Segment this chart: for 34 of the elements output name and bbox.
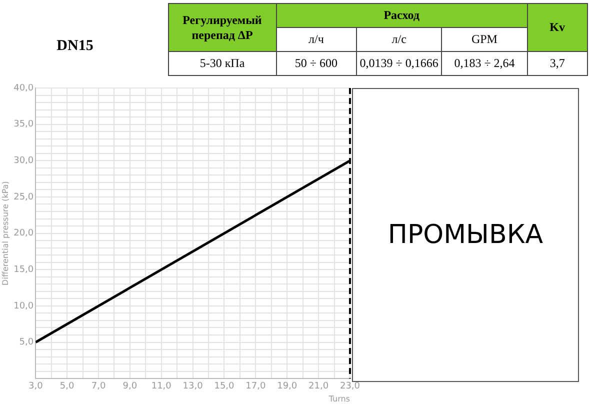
x-axis-title: Turns xyxy=(328,394,350,404)
text: ПРОМЫВКА xyxy=(352,88,579,382)
chart-title: DN15 xyxy=(56,38,94,55)
x-tick-label: 11,0 xyxy=(151,381,172,392)
x-tick-label: 21,0 xyxy=(308,381,329,392)
x-tick-label: 19,0 xyxy=(277,381,298,392)
x-tick-label: 23,0 xyxy=(340,381,360,392)
x-tick-label: 15,0 xyxy=(214,381,235,392)
x-tick-label: 7,0 xyxy=(91,381,106,392)
y-tick-label: 20,0 xyxy=(14,228,34,239)
y-tick-label: 10,0 xyxy=(14,301,34,312)
text: 5-30 кПа xyxy=(168,52,276,76)
text: 0,0139 ÷ 0,1666 xyxy=(356,52,442,76)
text: GPM xyxy=(442,28,528,52)
y-tick-label: 15,0 xyxy=(14,264,34,275)
y-tick-label: 25,0 xyxy=(14,192,34,202)
y-tick-label: 30,0 xyxy=(14,156,34,166)
text: Расход xyxy=(276,4,528,28)
text: л/с xyxy=(356,28,442,52)
text: 3,7 xyxy=(527,52,588,76)
y-axis-title: Differential pressure (kPa) xyxy=(0,181,10,286)
text: 0,183 ÷ 2,64 xyxy=(442,52,528,76)
y-tick-label: 5,0 xyxy=(19,338,34,348)
y-tick-label: 35,0 xyxy=(14,120,34,130)
x-tick-label: 5,0 xyxy=(60,381,74,392)
text: л/ч xyxy=(276,28,356,52)
text: Регулируемый перепад ΔP xyxy=(168,4,276,52)
text: Kv xyxy=(527,4,588,52)
y-tick-label: 40,0 xyxy=(14,83,34,94)
text: 50 ÷ 600 xyxy=(276,52,356,76)
x-tick-label: 9,0 xyxy=(122,381,138,392)
x-tick-label: 3,0 xyxy=(28,381,44,392)
x-tick-label: 17,0 xyxy=(246,381,266,392)
x-tick-label: 13,0 xyxy=(182,381,204,392)
